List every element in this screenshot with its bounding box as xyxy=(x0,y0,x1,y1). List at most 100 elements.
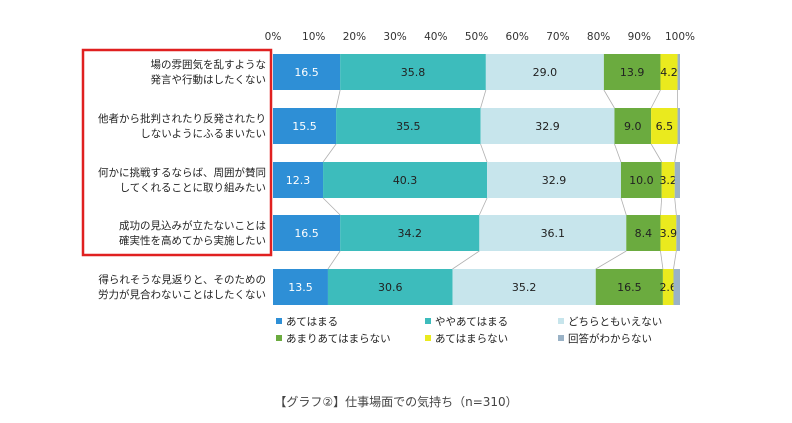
series-connector-line xyxy=(478,197,488,216)
series-connector-line xyxy=(614,143,622,163)
data-label: 4.2 xyxy=(660,66,678,79)
stacked-bar-chart: 0% 10% 20% 30% 40% 50% 60% 70% 80% 90% 100% 16.5 35.… xyxy=(81,31,695,345)
data-label: 16.5 xyxy=(294,227,319,240)
legend-label: 回答がわからない xyxy=(568,332,652,345)
bar-segment xyxy=(485,54,604,90)
x-tick-label: 30% xyxy=(383,31,406,43)
data-label: 36.1 xyxy=(541,227,566,240)
category-label: 他者から批判されたり反発されたり xyxy=(98,112,266,125)
legend-swatch xyxy=(425,335,431,341)
x-tick-label: 80% xyxy=(587,31,610,43)
bar-segment xyxy=(620,162,662,198)
category-label: 成功の見込みが立たないことは xyxy=(119,219,266,232)
bar-segment xyxy=(479,215,627,251)
category-label: 発言や行動はしたくない xyxy=(151,73,267,86)
legend-label: あてはまる xyxy=(286,316,338,328)
category-label: しないようにふるまいたい xyxy=(140,128,266,140)
data-label: 32.9 xyxy=(542,174,567,187)
bar-segment xyxy=(340,54,486,90)
series-connector-line xyxy=(480,89,487,109)
bar-segment xyxy=(677,54,680,90)
legend-swatch xyxy=(558,318,564,324)
data-label: 35.8 xyxy=(401,66,426,79)
bar-segment xyxy=(674,162,680,198)
series-connector-line xyxy=(674,143,678,163)
x-tick-label: 50% xyxy=(465,31,488,43)
legend-label: あてはまらない xyxy=(435,333,508,345)
bar-segment xyxy=(661,162,675,198)
bar-segment xyxy=(677,108,680,144)
bar-segment xyxy=(273,54,341,90)
series-connector-line xyxy=(674,197,677,216)
bar-segment xyxy=(626,215,661,251)
bar-segment xyxy=(662,269,674,305)
bar-segment xyxy=(676,215,680,251)
bar-segment xyxy=(603,54,661,90)
data-label: 35.2 xyxy=(512,281,537,294)
legend-label: あまりあてはまらない xyxy=(286,333,391,345)
series-connector-line xyxy=(322,197,341,216)
figure-caption: 【グラフ②】仕事場面での気持ち（n=310） xyxy=(274,395,518,409)
series-connector-line xyxy=(327,250,341,270)
bar-segment xyxy=(336,108,481,144)
category-label: 何かに挑戦するならば、周囲が賛同 xyxy=(98,166,266,179)
bar-segment xyxy=(660,215,677,251)
bar-segment xyxy=(273,108,337,144)
series-connector-line xyxy=(603,89,615,109)
data-label: 10.0 xyxy=(629,174,654,187)
x-tick-label: 0% xyxy=(265,31,282,43)
bar-segment xyxy=(487,162,621,198)
bar-segment xyxy=(614,108,652,144)
highlight-box xyxy=(81,48,273,257)
x-tick-label: 20% xyxy=(343,31,366,43)
series-connector-line xyxy=(480,143,488,163)
data-label: 29.0 xyxy=(533,66,558,79)
bar-segment xyxy=(452,269,596,305)
series-connector-line xyxy=(322,143,337,163)
series-connector-line xyxy=(660,250,664,270)
legend-swatch xyxy=(276,335,282,341)
data-label: 2.6 xyxy=(659,281,677,294)
bar-segment xyxy=(273,269,328,305)
x-tick-label: 100% xyxy=(665,31,695,43)
bar-segment xyxy=(327,269,453,305)
data-label: 6.5 xyxy=(656,120,674,133)
series-connector-line xyxy=(452,250,480,270)
bar-segment xyxy=(480,108,615,144)
bar-segment xyxy=(673,269,680,305)
legend-swatch xyxy=(425,318,431,324)
data-label: 30.6 xyxy=(378,281,403,294)
x-tick-label: 90% xyxy=(628,31,651,43)
data-label: 34.2 xyxy=(398,227,423,240)
category-label: 場の雰囲気を乱すような xyxy=(151,58,267,71)
bar-segment xyxy=(273,215,341,251)
legend-swatch xyxy=(276,318,282,324)
data-label: 40.3 xyxy=(393,174,418,187)
legend-label: どちらともいえない xyxy=(568,316,662,328)
data-label: 16.5 xyxy=(617,281,642,294)
series-connector-line xyxy=(335,89,341,109)
bar-segment xyxy=(273,162,324,198)
x-tick-label: 70% xyxy=(546,31,569,43)
data-label: 9.0 xyxy=(624,120,642,133)
series-connector-line xyxy=(620,197,627,216)
bar-segment xyxy=(651,108,678,144)
data-label: 8.4 xyxy=(635,227,653,240)
data-label: 35.5 xyxy=(396,120,421,133)
category-label: 確実性を高めてから実施したい xyxy=(119,234,266,247)
category-label: 得られそうな見返りと、そのための xyxy=(98,274,266,286)
series-connector-line xyxy=(673,250,677,270)
series-connector-line xyxy=(595,250,627,270)
series-connector-line xyxy=(650,143,663,163)
data-label: 32.9 xyxy=(535,120,560,133)
legend-swatch xyxy=(558,335,564,341)
legend-label: ややあてはまる xyxy=(435,316,508,328)
category-label: してくれることに取り組みたい xyxy=(120,181,266,194)
data-label: 12.3 xyxy=(286,174,311,187)
bar-segment xyxy=(340,215,480,251)
x-tick-label: 60% xyxy=(506,31,529,43)
x-tick-label: 40% xyxy=(424,31,447,43)
bar-segment xyxy=(660,54,678,90)
data-label: 15.5 xyxy=(292,120,317,133)
